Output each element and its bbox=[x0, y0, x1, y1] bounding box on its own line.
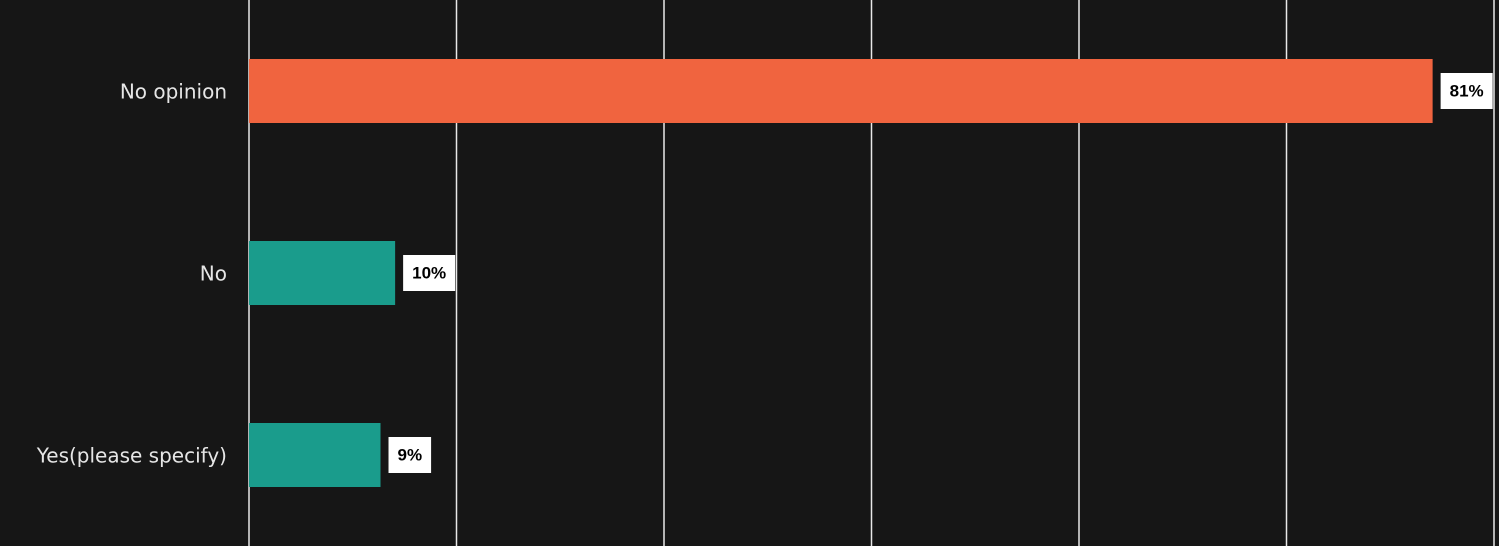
value-label-box bbox=[403, 255, 456, 291]
value-label-box bbox=[388, 437, 432, 473]
value-label: 9% bbox=[398, 445, 423, 464]
category-label: No bbox=[200, 262, 227, 286]
bar bbox=[249, 241, 396, 305]
value-label: 81% bbox=[1450, 81, 1484, 100]
bar bbox=[249, 423, 381, 487]
value-label: 10% bbox=[412, 263, 446, 282]
value-label-box bbox=[1440, 73, 1493, 109]
bar bbox=[249, 59, 1433, 123]
category-label: No opinion bbox=[120, 80, 227, 104]
category-label: Yes(please specify) bbox=[36, 444, 227, 468]
